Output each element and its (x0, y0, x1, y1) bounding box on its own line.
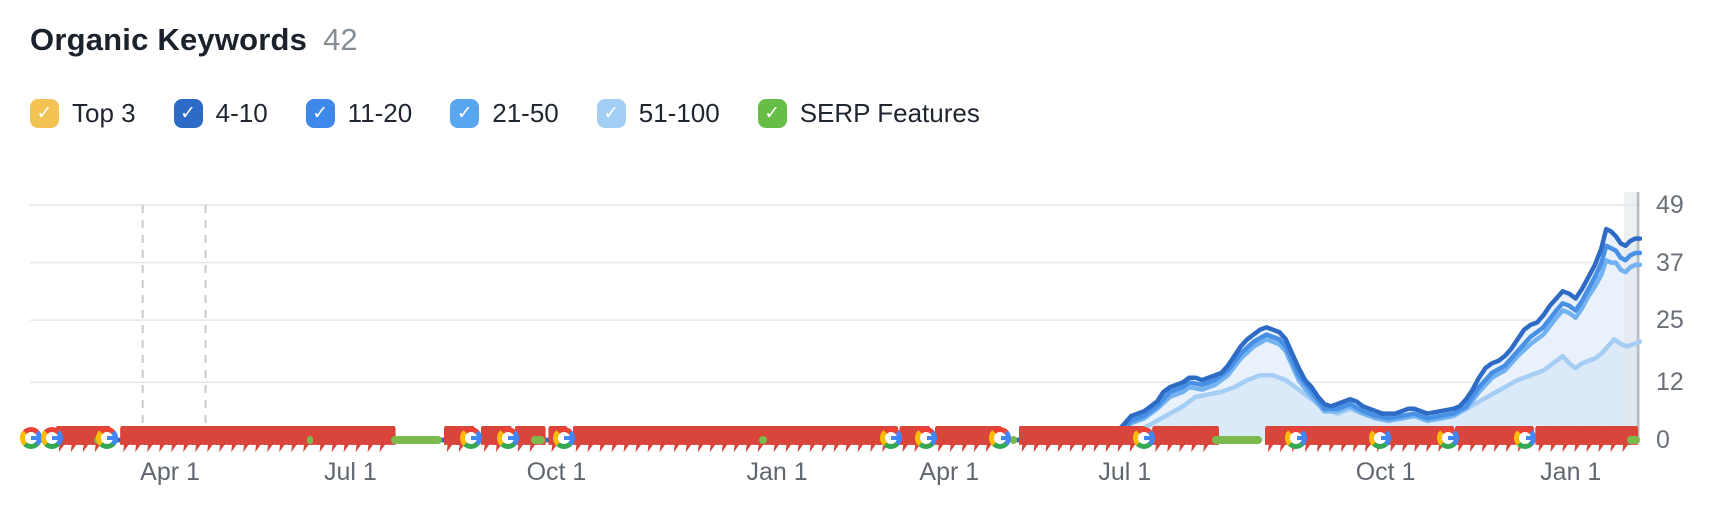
google-logo-icon[interactable] (459, 427, 482, 449)
check-icon: ✓ (36, 103, 53, 124)
check-icon: ✓ (764, 103, 781, 124)
checkbox-11-20[interactable]: ✓ (305, 99, 335, 128)
card-header: Organic Keywords 42 (30, 22, 358, 58)
legend-label: 11-20 (347, 98, 413, 128)
google-update-bar-icon[interactable] (1211, 436, 1262, 444)
legend-item-4-10[interactable]: ✓ 4-10 (173, 98, 268, 129)
google-logo-icon[interactable] (1436, 427, 1459, 449)
google-update-bar-icon[interactable] (390, 436, 443, 444)
x-axis-label: Jul 1 (1098, 458, 1152, 486)
series-line-21-50[interactable] (27, 257, 1643, 443)
y-axis-label: 37 (1656, 249, 1684, 277)
google-logo-icon[interactable] (20, 427, 42, 449)
legend-item-top-3[interactable]: ✓ Top 3 (30, 98, 136, 129)
x-axis-label: Jan 1 (1540, 458, 1602, 486)
google-update-bar-icon[interactable] (306, 436, 314, 444)
page-title: Organic Keywords (30, 22, 308, 57)
google-logo-icon[interactable] (879, 427, 902, 449)
legend-label: Top 3 (72, 98, 136, 128)
series-line-4-10[interactable] (27, 226, 1643, 443)
checkbox-top-3[interactable]: ✓ (30, 99, 59, 128)
checkbox-4-10[interactable]: ✓ (173, 99, 203, 128)
checkbox-21-50[interactable]: ✓ (450, 99, 480, 128)
google-logo-icon[interactable] (1132, 427, 1155, 449)
legend-label: SERP Features (799, 98, 980, 128)
check-icon: ✓ (603, 103, 620, 124)
check-icon: ✓ (312, 103, 329, 124)
legend-item-21-50[interactable]: ✓ 21-50 (450, 98, 559, 129)
x-axis-label: Apr 1 (919, 458, 980, 486)
google-updates-strip[interactable] (20, 423, 1642, 457)
legend-label: 21-50 (492, 98, 559, 128)
trend-chart[interactable] (27, 190, 1643, 462)
google-logo-icon[interactable] (552, 427, 575, 449)
y-axis-label: 49 (1656, 191, 1684, 219)
y-axis-label: 12 (1656, 368, 1684, 396)
chart-canvas[interactable] (27, 190, 1643, 462)
x-axis-label: Jan 1 (746, 458, 808, 486)
check-icon: ✓ (456, 103, 473, 124)
series-area (30, 229, 1640, 440)
google-update-bar-icon[interactable] (1010, 436, 1017, 444)
series-line-11-20[interactable] (27, 243, 1643, 443)
legend-item-serp-features[interactable]: ✓ SERP Features (757, 98, 980, 129)
check-icon: ✓ (180, 103, 197, 124)
x-axis-label: Jul 1 (323, 458, 377, 486)
google-logo-icon[interactable] (1514, 427, 1537, 449)
legend-label: 4-10 (215, 98, 268, 128)
checkbox-serp-features[interactable]: ✓ (757, 99, 787, 128)
y-axis-label: 25 (1656, 306, 1684, 334)
google-logo-icon[interactable] (989, 427, 1012, 449)
x-axis-label: Oct 1 (526, 458, 587, 486)
y-axis-label: 0 (1656, 426, 1670, 454)
google-update-bar-icon[interactable] (759, 436, 768, 444)
google-logo-icon[interactable] (95, 427, 118, 449)
google-logo-icon[interactable] (1369, 427, 1392, 449)
x-axis-label: Oct 1 (1355, 458, 1416, 486)
x-axis-label: Apr 1 (140, 458, 200, 486)
google-update-bar-icon[interactable] (1627, 436, 1640, 444)
legend-item-51-100[interactable]: ✓ 51-100 (596, 98, 720, 129)
google-update-bar-icon[interactable] (530, 436, 546, 444)
legend: ✓ Top 3 ✓ 4-10 ✓ 11-20 ✓ 21-50 ✓ 51-100 … (30, 98, 980, 129)
keyword-count: 42 (323, 22, 358, 57)
google-logo-icon[interactable] (496, 427, 519, 449)
google-logo-icon[interactable] (40, 427, 63, 449)
x-axis: Apr 1 Jul 1 Oct 1 Jan 1 Apr 1 Jul 1 Oct … (30, 458, 1640, 490)
google-logo-icon[interactable] (1285, 427, 1308, 449)
series-area (30, 339, 1640, 440)
checkbox-51-100[interactable]: ✓ (596, 99, 626, 128)
legend-label: 51-100 (638, 98, 720, 128)
legend-item-11-20[interactable]: ✓ 11-20 (305, 98, 413, 129)
google-logo-icon[interactable] (915, 427, 938, 449)
